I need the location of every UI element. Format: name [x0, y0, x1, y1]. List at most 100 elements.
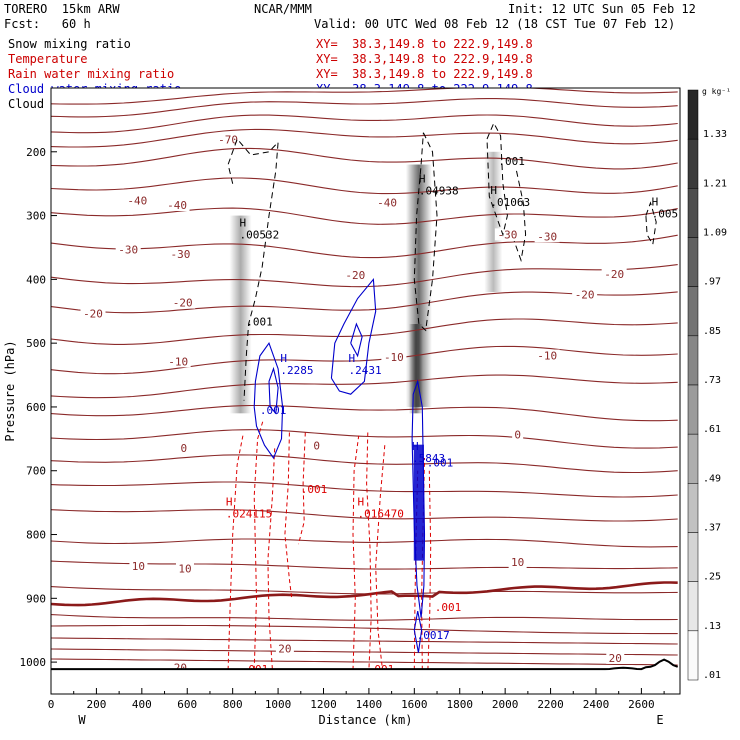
isotherm-label-bg [374, 196, 400, 209]
isotherm-label-bg [167, 248, 193, 261]
isotherm-label: -40 [377, 196, 397, 209]
rain-water-contour [298, 432, 306, 545]
colorbar-tick-label: 1.09 [703, 228, 727, 239]
rain-water-contour [375, 445, 386, 670]
isotherm-label-bg [606, 651, 625, 664]
isotherm-label: 10 [132, 560, 145, 573]
isotherm [51, 88, 678, 105]
maximum-value: .024115 [226, 507, 272, 520]
colorbar-swatch [687, 237, 699, 287]
rain-water-contour [366, 432, 372, 670]
x-tick-label: 200 [86, 698, 106, 711]
maximum-value: .5843 [412, 452, 445, 465]
y-tick-label: 400 [26, 273, 46, 286]
isotherm [51, 207, 678, 225]
colorbar-tick-label: .13 [703, 621, 721, 632]
maximum-marker: H [358, 495, 365, 508]
isotherm-label: -20 [604, 268, 624, 281]
contour-value-label: .001 [498, 155, 525, 168]
isotherm-label: -30 [537, 230, 557, 243]
isotherm-label: -40 [167, 199, 187, 212]
plot-frame [50, 87, 681, 695]
legend-series-name: Temperature [8, 52, 88, 66]
maximum-marker: H [412, 440, 419, 453]
isotherm-label-bg [534, 349, 560, 362]
isotherm [51, 648, 678, 656]
legend-series-name: Rain water mixing ratio [8, 67, 175, 81]
isotherm-label: -30 [118, 244, 138, 257]
valid-time: Valid: 00 UTC Wed 08 Feb 12 (18 CST Tue … [314, 17, 676, 31]
isotherm [51, 538, 678, 548]
colorbar-swatch [687, 581, 699, 632]
maximum-value: .2285 [280, 364, 313, 377]
cloud-water-contour [330, 277, 377, 395]
isotherm [51, 560, 678, 570]
rain-water-contour [427, 470, 432, 670]
y-tick-label: 500 [26, 337, 46, 350]
colorbar: 1.33 1.21 1.09 .97 .85 .73 .61 .49 .37 .25 .13 .01 g… [687, 87, 731, 681]
isotherm-label-bg [170, 296, 196, 309]
x-tick-label: 800 [223, 698, 243, 711]
colorbar-swatch [687, 483, 699, 533]
cloud-ice-contour [645, 201, 657, 246]
colorbar-swatch [687, 433, 699, 484]
cloud-water-contours [253, 277, 426, 653]
maximum-value: .04938 [419, 185, 459, 198]
west-label: W [78, 713, 86, 727]
isotherm [51, 128, 678, 148]
model-title: TORERO 15km ARW [4, 2, 120, 16]
rain-water-contour [352, 435, 360, 670]
colorbar-swatch [687, 532, 699, 582]
isotherm [51, 658, 678, 666]
terrain-fill [51, 659, 680, 694]
cloud-water-contour [411, 379, 426, 618]
east-label: E [656, 713, 663, 727]
isotherm-label: 10 [178, 563, 191, 576]
temperature-contours: -70 -40 -40 -40 -30 -30 -30 -30 -20 -20 -20 -20 -20 -… [51, 88, 678, 692]
colorbar-tick-label: .97 [703, 277, 721, 288]
isotherm-label-bg [164, 199, 190, 212]
isotherm [51, 454, 678, 474]
isotherm-label-bg [601, 267, 627, 280]
colorbar-tick-label: .73 [703, 375, 721, 386]
cloud-ice-contour [513, 170, 527, 263]
isotherm-label-bg [115, 243, 141, 256]
isotherm-label-bg [215, 133, 241, 146]
x-tick-label: 2200 [537, 698, 564, 711]
x-tick-label: 1000 [265, 698, 292, 711]
isotherm-label: 0 [313, 439, 320, 452]
contour-value-label: .001 [246, 315, 273, 328]
isotherm [51, 147, 678, 170]
x-tick-label: 0 [48, 698, 55, 711]
isotherm-label: -20 [575, 288, 595, 301]
x-tick-label: 2400 [583, 698, 610, 711]
colorbar-swatch [687, 188, 699, 238]
rain-water-contour [267, 448, 276, 670]
contour-value-label: .001 [301, 483, 328, 496]
x-tick-label: 600 [177, 698, 197, 711]
x-tick-label: 2000 [492, 698, 519, 711]
colorbar-tick-label: 1.33 [703, 129, 727, 140]
isotherm [51, 98, 678, 118]
maximum-marker: H [348, 352, 355, 365]
isotherm-label-bg [572, 288, 598, 301]
isotherm-label-bg [175, 562, 194, 575]
y-axis-title: Pressure (hPa) [3, 340, 17, 441]
isotherm-label-bg [178, 442, 190, 455]
forecast-hour: Fcst: 60 h [4, 17, 91, 31]
isotherm [51, 509, 678, 522]
legend-section-endpoints: XY= 38.3,149.8 to 222.9,149.8 [316, 67, 533, 81]
terrain-line [51, 658, 679, 671]
isotherm-label-bg [494, 228, 520, 241]
cloud-water-contour [253, 342, 284, 460]
isotherm-label-bg [80, 307, 106, 320]
isotherm-label: -10 [537, 350, 557, 363]
isotherm-label-bg [508, 556, 527, 569]
colorbar-swatch [687, 138, 699, 189]
y-tick-label: 1000 [20, 656, 47, 669]
isotherm-label-bg [275, 642, 294, 655]
colorbar-swatch [687, 89, 699, 140]
rain-water-contours [227, 419, 432, 670]
x-tick-label: 1200 [310, 698, 337, 711]
